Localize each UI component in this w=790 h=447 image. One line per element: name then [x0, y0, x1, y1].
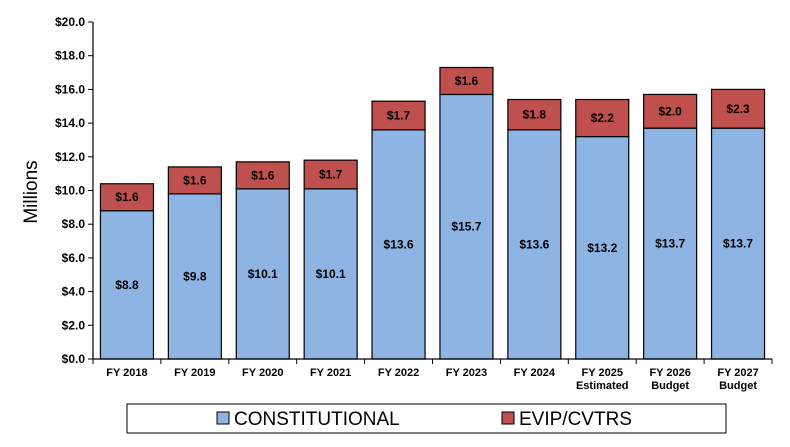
- x-tick-label: FY 2019: [174, 367, 215, 379]
- y-tick-label: $20.0: [55, 15, 85, 29]
- x-tick-label: FY 2024: [514, 367, 556, 379]
- data-label: $15.7: [451, 220, 481, 234]
- data-label: $9.8: [183, 269, 207, 283]
- bar-evip-cvtrs: [99, 183, 155, 212]
- bar-evip-cvtrs: [167, 166, 222, 195]
- bar-constitutional: [710, 127, 766, 360]
- bar-constitutional: [575, 135, 630, 360]
- x-tick-label: FY 2018: [106, 367, 147, 379]
- bar-constitutional: [235, 188, 290, 360]
- y-tick-label: $18.0: [55, 49, 85, 63]
- bar-evip-cvtrs: [303, 159, 358, 190]
- bar-evip-cvtrs: [575, 98, 630, 138]
- x-tick-label: FY 2025: [582, 367, 623, 379]
- legend-label-evip: EVIP/CVTRS: [519, 409, 632, 430]
- data-label: $13.2: [587, 241, 617, 255]
- bar-evip-cvtrs: [643, 93, 698, 129]
- bar-constitutional: [371, 129, 426, 360]
- data-label: $8.8: [115, 278, 139, 292]
- x-tick-label: FY 2023: [446, 367, 487, 379]
- bar-constitutional: [507, 129, 562, 360]
- bar-evip-cvtrs: [507, 98, 562, 131]
- data-label: $1.6: [455, 74, 479, 88]
- x-tick-label: FY 2027: [717, 367, 758, 379]
- data-label: $13.7: [723, 237, 753, 251]
- x-tick-label: FY 2022: [378, 367, 419, 379]
- y-tick-label: $14.0: [55, 116, 85, 130]
- data-label: $1.7: [319, 167, 343, 181]
- data-label: $1.8: [523, 108, 547, 122]
- x-tick-label: FY 2026: [649, 367, 690, 379]
- data-label: $13.7: [655, 237, 685, 251]
- data-label: $1.7: [387, 109, 411, 123]
- data-label: $2.0: [658, 104, 682, 118]
- bar-evip-cvtrs: [439, 66, 494, 96]
- legend-swatch-evip: [501, 411, 515, 425]
- data-label: $13.6: [384, 237, 414, 251]
- bar-constitutional: [99, 210, 155, 360]
- y-tick-label: $12.0: [55, 150, 85, 164]
- data-label: $1.6: [183, 173, 207, 187]
- bar-constitutional: [439, 93, 494, 360]
- y-tick-label: $4.0: [62, 285, 86, 299]
- x-tick-label: FY 2020: [242, 367, 283, 379]
- data-label: $1.6: [115, 190, 139, 204]
- x-tick-label: Budget: [719, 380, 757, 392]
- bar-constitutional: [643, 127, 698, 360]
- y-tick-label: $10.0: [55, 184, 85, 198]
- data-label: $2.3: [726, 102, 750, 116]
- legend: CONSTITUTIONAL EVIP/CVTRS: [126, 403, 727, 434]
- legend-label-constitutional: CONSTITUTIONAL: [234, 409, 400, 430]
- x-tick-label: Estimated: [576, 380, 629, 392]
- bar-evip-cvtrs: [235, 161, 290, 190]
- x-tick-label: Budget: [651, 380, 689, 392]
- bar-constitutional: [303, 188, 358, 360]
- y-tick-label: $8.0: [62, 217, 86, 231]
- data-label: $10.1: [316, 267, 346, 281]
- data-label: $2.2: [591, 111, 615, 125]
- y-tick-label: $16.0: [55, 82, 85, 96]
- data-label: $13.6: [519, 237, 549, 251]
- y-tick-label: $2.0: [62, 318, 86, 332]
- data-label: $1.6: [251, 168, 275, 182]
- bar-evip-cvtrs: [710, 88, 766, 129]
- y-tick-label: $0.0: [62, 352, 86, 366]
- x-tick-label: FY 2021: [310, 367, 351, 379]
- bar-evip-cvtrs: [371, 100, 426, 131]
- y-tick-label: $6.0: [62, 251, 86, 265]
- legend-swatch-constitutional: [216, 411, 230, 425]
- data-label: $10.1: [248, 267, 278, 281]
- y-axis-label: Millions: [21, 160, 42, 223]
